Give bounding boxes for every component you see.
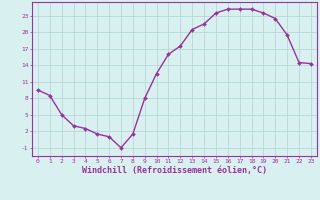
X-axis label: Windchill (Refroidissement éolien,°C): Windchill (Refroidissement éolien,°C)	[82, 166, 267, 175]
